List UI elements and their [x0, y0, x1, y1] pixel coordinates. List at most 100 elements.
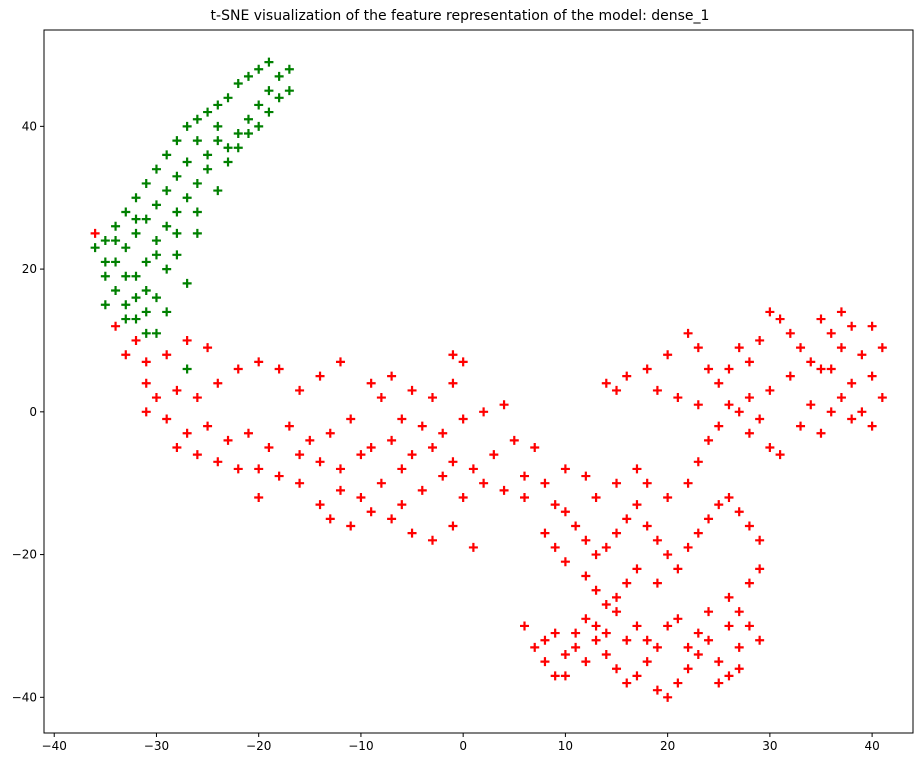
data-point — [325, 514, 335, 524]
data-point — [254, 100, 264, 110]
data-point — [417, 421, 427, 431]
data-point — [315, 457, 325, 467]
data-point — [714, 678, 724, 688]
data-point — [111, 321, 121, 331]
data-point — [213, 378, 223, 388]
data-point — [724, 592, 734, 602]
data-point — [560, 507, 570, 517]
data-point — [131, 293, 141, 303]
data-point — [847, 378, 857, 388]
data-point — [601, 628, 611, 638]
data-point — [652, 642, 662, 652]
data-point — [826, 407, 836, 417]
data-point — [346, 521, 356, 531]
x-tick-label: 30 — [762, 739, 777, 753]
data-point — [438, 428, 448, 438]
data-point — [111, 236, 121, 246]
data-point — [724, 671, 734, 681]
data-point — [427, 535, 437, 545]
data-point — [151, 293, 161, 303]
data-point — [744, 578, 754, 588]
data-point — [284, 64, 294, 74]
data-point — [162, 150, 172, 160]
data-point — [612, 528, 622, 538]
data-point — [734, 507, 744, 517]
data-point — [744, 357, 754, 367]
data-point — [734, 343, 744, 353]
data-point — [693, 628, 703, 638]
data-point — [652, 385, 662, 395]
data-point — [295, 478, 305, 488]
data-point — [162, 307, 172, 317]
data-point — [693, 343, 703, 353]
data-point — [663, 492, 673, 502]
data-point — [652, 535, 662, 545]
y-tick-label: 40 — [22, 119, 37, 133]
data-point — [857, 350, 867, 360]
data-point — [284, 86, 294, 96]
data-point — [550, 628, 560, 638]
data-point — [100, 271, 110, 281]
data-point — [693, 528, 703, 538]
data-point — [632, 564, 642, 574]
data-point — [213, 186, 223, 196]
data-point — [632, 621, 642, 631]
data-point — [571, 521, 581, 531]
data-point — [724, 400, 734, 410]
y-tick-label: −20 — [12, 548, 37, 562]
data-point — [141, 407, 151, 417]
data-point — [724, 492, 734, 502]
data-point — [448, 521, 458, 531]
data-point — [192, 450, 202, 460]
data-point — [141, 214, 151, 224]
data-point — [366, 443, 376, 453]
y-tick-label: 0 — [29, 405, 37, 419]
data-point — [192, 393, 202, 403]
data-point — [203, 150, 213, 160]
data-point — [581, 657, 591, 667]
data-point — [141, 357, 151, 367]
data-point — [601, 649, 611, 659]
x-axis: −40 −30 −20 −10 0 10 20 30 40 — [42, 733, 880, 753]
data-point — [509, 435, 519, 445]
data-point — [121, 314, 131, 324]
data-point — [847, 321, 857, 331]
data-point — [264, 443, 274, 453]
data-point — [642, 364, 652, 374]
data-point — [468, 542, 478, 552]
data-point — [141, 378, 151, 388]
data-point — [632, 671, 642, 681]
data-point — [591, 621, 601, 631]
data-point — [254, 464, 264, 474]
data-point — [775, 314, 785, 324]
data-point — [192, 136, 202, 146]
data-point — [111, 221, 121, 231]
data-point — [182, 193, 192, 203]
data-point — [151, 164, 161, 174]
data-point — [162, 350, 172, 360]
data-point — [806, 357, 816, 367]
data-point — [203, 107, 213, 117]
x-tick-label: −20 — [246, 739, 271, 753]
data-point — [632, 500, 642, 510]
data-point — [622, 371, 632, 381]
data-point — [213, 100, 223, 110]
data-point — [642, 478, 652, 488]
data-point — [448, 378, 458, 388]
data-point — [274, 71, 284, 81]
data-point — [673, 614, 683, 624]
data-point — [867, 321, 877, 331]
data-point — [335, 485, 345, 495]
data-point — [612, 607, 622, 617]
data-point — [315, 500, 325, 510]
data-point — [591, 635, 601, 645]
data-point — [458, 357, 468, 367]
data-point — [663, 692, 673, 702]
data-point — [397, 464, 407, 474]
data-point — [704, 607, 714, 617]
data-point — [642, 657, 652, 667]
data-point — [325, 428, 335, 438]
data-point — [141, 286, 151, 296]
data-point — [192, 207, 202, 217]
